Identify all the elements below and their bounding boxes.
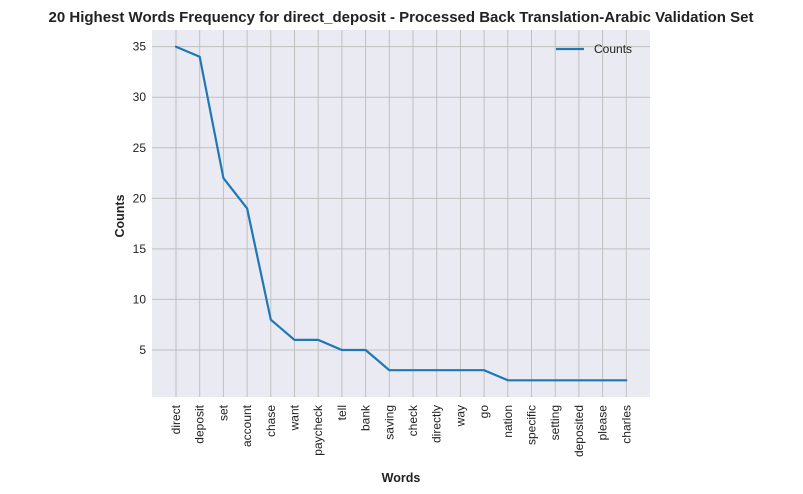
x-tick-label: check [406,404,420,436]
x-tick-label: specific [525,405,539,445]
x-tick-label: set [216,404,230,421]
y-tick-label: 5 [139,343,146,357]
grid-lines [152,30,650,397]
y-tick-label: 10 [133,292,147,306]
y-tick-label: 20 [133,191,147,205]
x-axis-label: Words [382,471,421,485]
x-tick-label: saving [382,405,396,440]
series-line-counts [174,45,628,382]
x-tick-label: go [477,405,491,419]
x-tick-label: want [288,404,302,431]
x-tick-label: directly [430,405,444,443]
y-tick-label: 30 [133,90,147,104]
x-tick-label: nation [501,405,515,438]
x-tick-label: chase [264,405,278,437]
x-tick-label: tell [335,405,349,420]
legend-entry-counts: Counts [594,42,632,56]
y-axis-label: Counts [113,194,127,237]
y-axis-ticks: 5 10 15 20 25 30 35 [133,40,147,357]
x-tick-label: paycheck [311,404,325,456]
plot-area [152,30,650,397]
x-tick-label: charles [619,405,633,444]
y-tick-label: 25 [133,141,147,155]
x-tick-label: please [596,405,610,441]
x-tick-label: way [453,405,467,427]
chart-title: 20 Highest Words Frequency for direct_de… [49,9,754,26]
y-tick-label: 35 [133,40,147,54]
x-tick-label: direct [169,404,183,434]
legend: Counts [556,42,632,56]
x-tick-label: setting [548,405,562,440]
x-tick-label: bank [359,404,373,431]
x-tick-label: deposited [572,405,586,457]
x-axis-ticks: direct deposit set account chase want paycheck… [169,404,633,457]
y-tick-label: 15 [133,242,147,256]
x-tick-label: deposit [193,404,207,443]
x-tick-label: account [240,404,254,447]
